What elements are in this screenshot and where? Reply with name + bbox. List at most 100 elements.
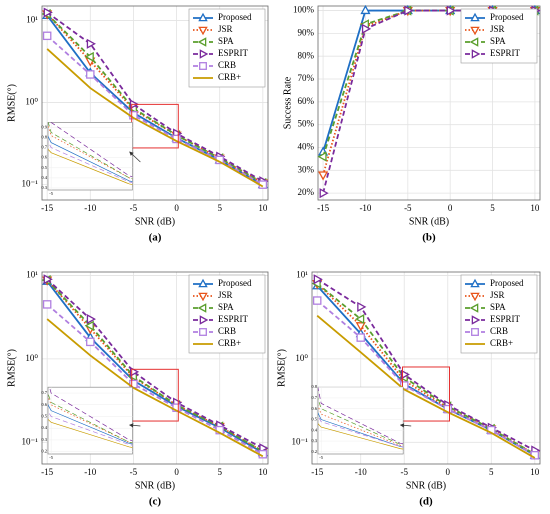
plot-frame bbox=[311, 271, 541, 465]
marker bbox=[471, 315, 481, 325]
marker bbox=[355, 314, 365, 325]
inset-y-tick-label: 0.5 bbox=[311, 417, 317, 422]
plot-frame bbox=[41, 271, 269, 465]
marker bbox=[198, 12, 208, 22]
marker bbox=[470, 278, 480, 288]
y-axis-label: RMSE(°) bbox=[6, 84, 17, 122]
series-line bbox=[46, 35, 264, 186]
legend-label: Proposed bbox=[218, 278, 252, 288]
series-line bbox=[48, 135, 133, 182]
y-tick-label: 60% bbox=[298, 96, 315, 106]
zoom-arrow bbox=[399, 423, 412, 428]
series-line bbox=[318, 412, 404, 448]
x-tick-label: 5 bbox=[217, 467, 222, 477]
inset-x-tick-label: -5 bbox=[49, 191, 53, 196]
legend-label: Proposed bbox=[218, 12, 252, 22]
x-tick-label: 10 bbox=[530, 467, 540, 477]
caption: (d) bbox=[419, 496, 433, 508]
x-axis-label: SNR (dB) bbox=[409, 216, 449, 227]
marker bbox=[361, 23, 372, 34]
series-line bbox=[318, 404, 404, 447]
x-tick-label: 0 bbox=[174, 203, 179, 213]
legend-label: CRB bbox=[490, 326, 508, 336]
marker bbox=[199, 315, 209, 325]
marker bbox=[470, 292, 480, 302]
x-tick-label: 5 bbox=[490, 203, 495, 213]
inset-area bbox=[47, 122, 133, 191]
marker bbox=[360, 4, 371, 15]
legend: Proposed JSR SPA ESPRIT bbox=[460, 8, 538, 64]
caption: (b) bbox=[422, 232, 436, 244]
x-tick-label: -15 bbox=[311, 467, 323, 477]
marker bbox=[199, 49, 209, 59]
series-line bbox=[46, 318, 264, 458]
x-tick-label: 0 bbox=[446, 467, 451, 477]
inset-x-tick-label: -5 bbox=[49, 455, 53, 460]
zoom-arrow bbox=[129, 423, 141, 428]
inset-y-tick-label: 0.3 bbox=[41, 185, 47, 190]
y-tick-label: 30% bbox=[298, 164, 315, 174]
inset-y-tick-label: 0.7 bbox=[41, 390, 47, 395]
inset-y-tick-label: 0.2 bbox=[41, 449, 47, 454]
series-line bbox=[46, 48, 264, 188]
marker bbox=[313, 274, 323, 285]
zoom-arrow bbox=[129, 151, 141, 163]
inset-y-tick-label: 0.6 bbox=[41, 402, 47, 407]
legend-label: Proposed bbox=[490, 12, 524, 22]
y-tick-label: 40% bbox=[298, 142, 315, 152]
x-tick-label: 5 bbox=[217, 203, 222, 213]
inset-lines bbox=[48, 122, 133, 185]
marker bbox=[43, 274, 53, 285]
x-tick-label: -10 bbox=[84, 467, 96, 477]
x-tick-label: -15 bbox=[41, 203, 53, 213]
plot-frame bbox=[41, 5, 269, 201]
marker bbox=[84, 320, 94, 331]
x-tick-label: -10 bbox=[359, 203, 371, 213]
legend-label: SPA bbox=[490, 302, 506, 312]
marker bbox=[199, 328, 207, 336]
marker bbox=[470, 12, 480, 22]
legend: Proposed JSR SPA ESPRIT CRB CRB+ bbox=[460, 274, 538, 354]
x-tick-label: 0 bbox=[448, 203, 453, 213]
y-tick-label: 10¹ bbox=[296, 270, 308, 280]
marker bbox=[86, 38, 96, 49]
y-tick-label: 10⁰ bbox=[25, 97, 38, 107]
legend: Proposed JSR SPA ESPRIT CRB CRB+ bbox=[188, 8, 266, 88]
x-tick-label: -5 bbox=[404, 203, 412, 213]
marker bbox=[470, 26, 480, 36]
inset-y-tick-label: 0.3 bbox=[41, 437, 47, 442]
legend-box bbox=[460, 274, 538, 354]
series-line bbox=[48, 122, 133, 180]
y-tick-label: 10⁻¹ bbox=[22, 179, 39, 189]
x-tick-label: -15 bbox=[41, 467, 53, 477]
y-tick-label: 70% bbox=[298, 73, 315, 83]
series-line bbox=[46, 278, 264, 450]
series-line bbox=[46, 11, 264, 183]
panel: 10⁻¹ 10⁰ 10¹ -15 -10 -5 0 5 10 SNR (dB) RMSE(°) (d)… bbox=[276, 270, 541, 508]
series-line bbox=[316, 314, 536, 459]
x-tick-label: 10 bbox=[258, 467, 268, 477]
marker bbox=[84, 51, 94, 62]
x-tick-label: -5 bbox=[130, 467, 138, 477]
legend-label: ESPRIT bbox=[218, 48, 249, 58]
series-line bbox=[318, 423, 404, 450]
x-tick-label: 5 bbox=[489, 467, 494, 477]
y-tick-label: 80% bbox=[298, 50, 315, 60]
inset-x-tick-label: -5 bbox=[319, 455, 323, 460]
inset: 0.2 0.3 0.4 0.5 0.6 0.7 0.8 -5 bbox=[311, 384, 404, 460]
x-tick-label: 10 bbox=[258, 203, 268, 213]
marker bbox=[198, 292, 208, 302]
series-line bbox=[316, 299, 536, 457]
series-line bbox=[46, 280, 264, 454]
series-line bbox=[48, 392, 133, 444]
y-tick-label: 10⁰ bbox=[25, 353, 38, 363]
marker bbox=[198, 26, 208, 36]
legend-label: CRB+ bbox=[490, 338, 513, 348]
marker bbox=[86, 337, 95, 347]
caption: (c) bbox=[149, 496, 162, 508]
y-axis-label: RMSE(°) bbox=[6, 349, 17, 387]
marker bbox=[318, 171, 329, 181]
inset: 0.2 0.3 0.4 0.5 0.6 0.7 -5 bbox=[41, 386, 133, 460]
marker bbox=[319, 188, 329, 199]
